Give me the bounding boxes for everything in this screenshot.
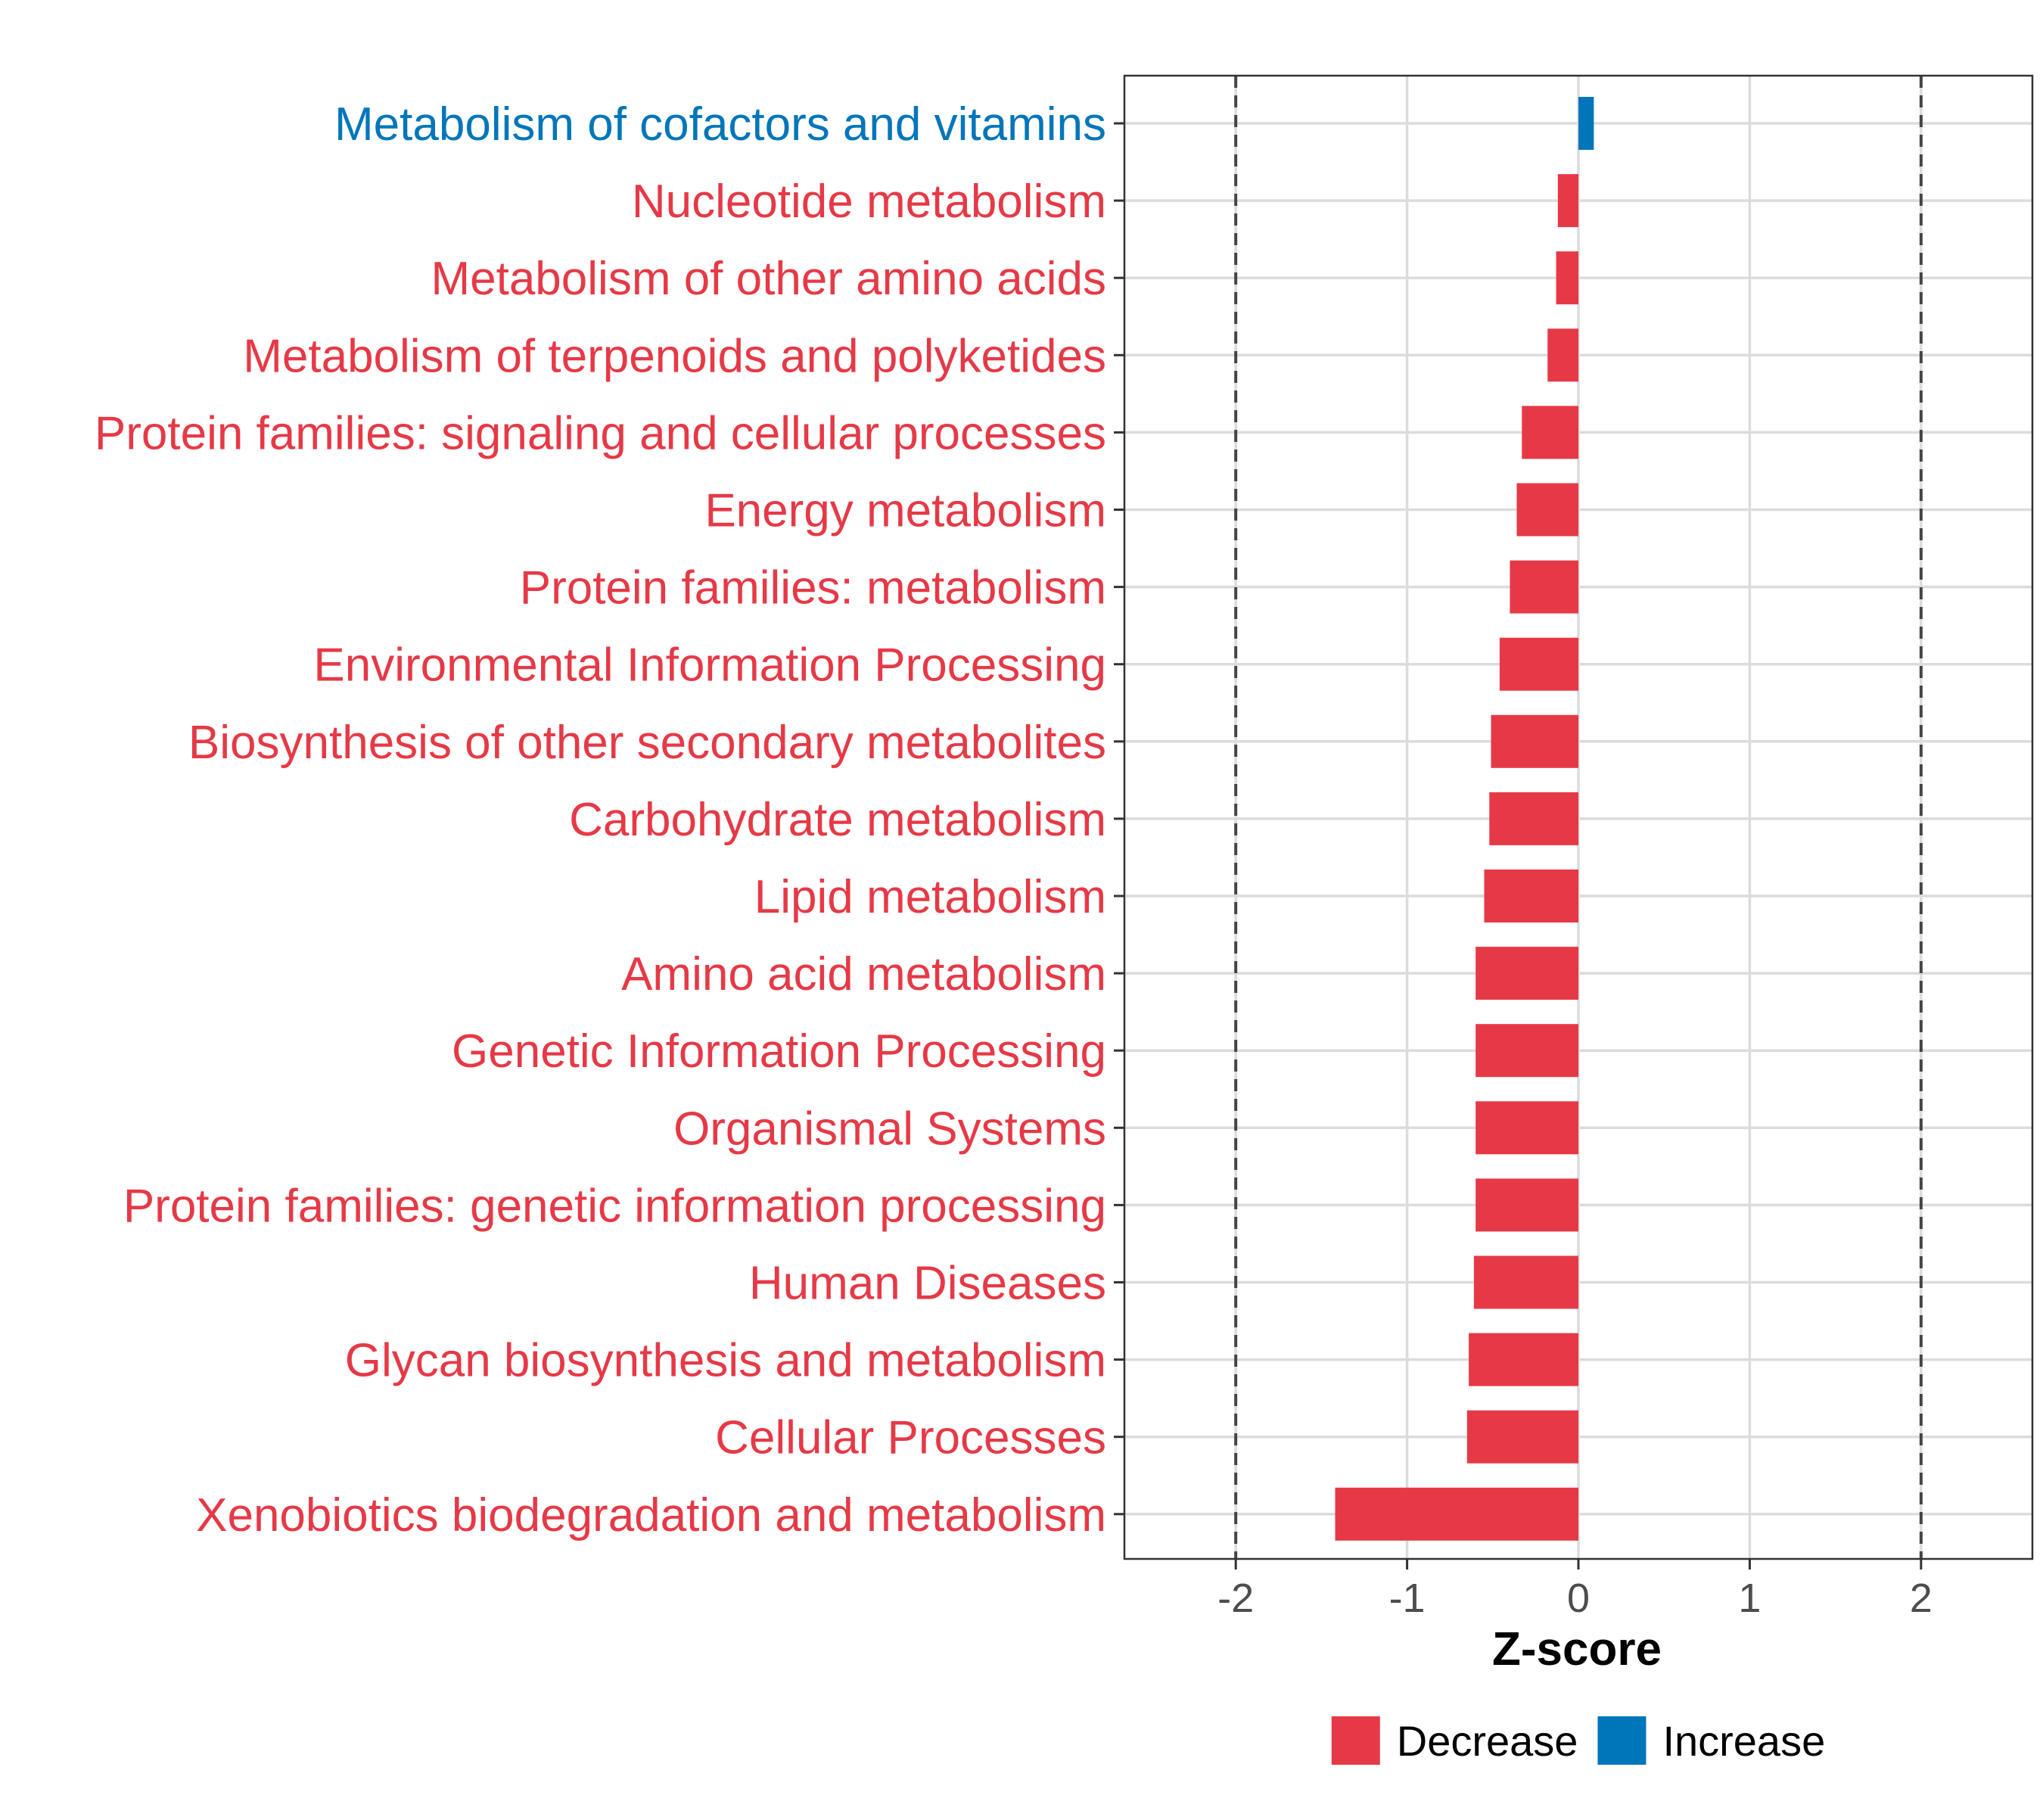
bar: [1499, 637, 1578, 691]
bar: [1476, 1178, 1578, 1232]
bar: [1516, 483, 1578, 537]
category-label: Human Diseases: [749, 1258, 1106, 1310]
bar: [1578, 97, 1594, 150]
category-label: Genetic Information Processing: [452, 1025, 1106, 1078]
bar: [1335, 1487, 1578, 1541]
legend-swatch-increase: [1597, 1716, 1647, 1765]
category-label: Metabolism of terpenoids and polyketides: [243, 330, 1106, 382]
bar: [1547, 328, 1578, 382]
bar: [1484, 870, 1578, 922]
x-tick-label: 2: [1910, 1576, 1933, 1621]
y-axis-ticks: [1114, 122, 1124, 1516]
x-axis-tick-labels: -2 -1 0 1 2: [1217, 1576, 1933, 1621]
bar: [1476, 1101, 1578, 1155]
x-tick-label: 1: [1738, 1576, 1761, 1621]
bar: [1510, 560, 1578, 614]
x-axis-title: Z-score: [1492, 1623, 1662, 1675]
category-label: Energy metabolism: [704, 485, 1106, 537]
category-label: Protein families: metabolism: [520, 562, 1106, 614]
bar: [1556, 251, 1578, 305]
category-label: Protein families: signaling and cellular…: [95, 407, 1106, 459]
x-tick-label: -2: [1217, 1576, 1254, 1621]
x-tick-label: -1: [1389, 1576, 1426, 1621]
category-label: Organismal Systems: [673, 1103, 1106, 1155]
x-tick-label: 0: [1567, 1576, 1590, 1621]
bar: [1557, 174, 1578, 228]
category-label: Amino acid metabolism: [621, 948, 1106, 1000]
category-label: Lipid metabolism: [754, 871, 1106, 923]
category-label: Xenobiotics biodegradation and metabolis…: [196, 1489, 1106, 1542]
bar: [1522, 406, 1578, 459]
bar: [1491, 714, 1578, 768]
category-label: Glycan biosynthesis and metabolism: [345, 1335, 1106, 1387]
category-label: Metabolism of other amino acids: [431, 253, 1106, 305]
y-axis-tick-labels: Metabolism of cofactors and vitamins Nucl…: [95, 98, 1106, 1542]
category-label: Cellular Processes: [715, 1412, 1106, 1464]
category-label: Carbohydrate metabolism: [569, 794, 1106, 846]
legend: Decrease Increase: [1331, 1716, 1825, 1765]
bar: [1469, 1333, 1578, 1386]
legend-label-increase: Increase: [1662, 1717, 1825, 1765]
bars: [1335, 97, 1594, 1541]
bar: [1466, 1410, 1578, 1464]
category-label: Nucleotide metabolism: [632, 176, 1106, 228]
x-axis-ticks: [1234, 1559, 1923, 1570]
bar: [1476, 1024, 1578, 1078]
bar: [1476, 947, 1578, 1000]
legend-swatch-decrease: [1331, 1716, 1380, 1765]
legend-label-decrease: Decrease: [1397, 1717, 1578, 1765]
category-label: Biosynthesis of other secondary metaboli…: [188, 717, 1106, 769]
reference-lines: [1234, 76, 1923, 1559]
category-label: Metabolism of cofactors and vitamins: [334, 98, 1106, 151]
category-label: Environmental Information Processing: [313, 639, 1106, 692]
category-label: Protein families: genetic information pr…: [123, 1180, 1106, 1232]
bar: [1489, 792, 1578, 845]
bar: [1473, 1255, 1578, 1309]
